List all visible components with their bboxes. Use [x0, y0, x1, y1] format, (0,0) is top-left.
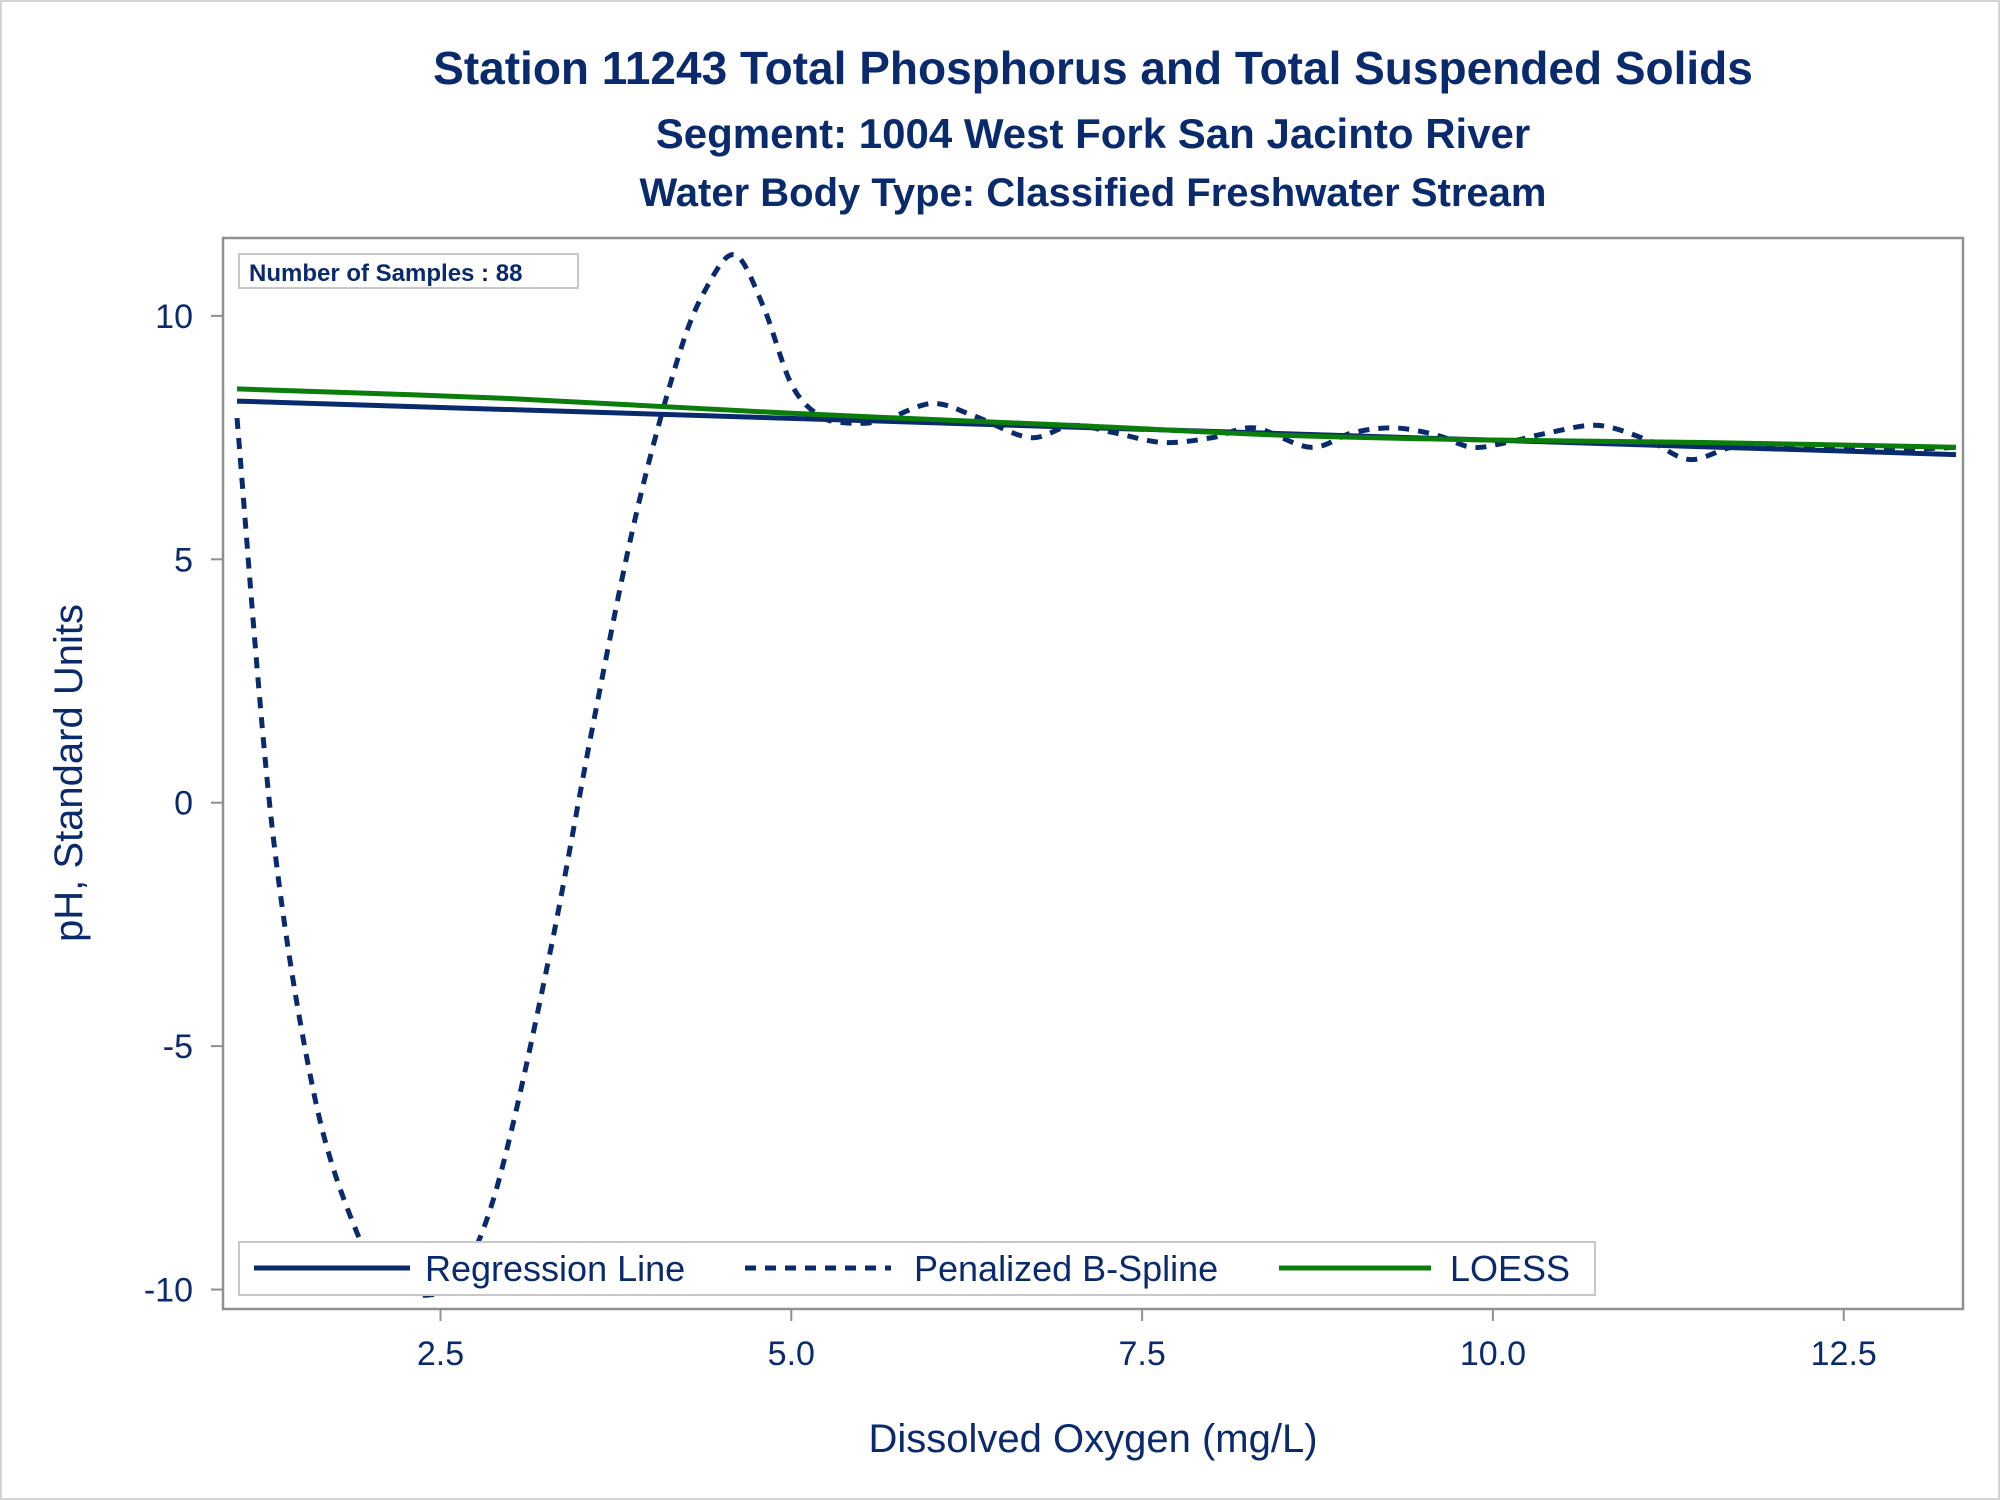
- chart-subtitle: Segment: 1004 West Fork San Jacinto Rive…: [656, 110, 1531, 157]
- y-axis-label: pH, Standard Units: [47, 604, 91, 942]
- y-tick-label: 5: [174, 541, 193, 579]
- y-tick-label: -5: [163, 1028, 193, 1066]
- y-tick-label: 10: [155, 298, 193, 336]
- series-line-loess: [236, 386, 1957, 450]
- x-tick-label: 7.5: [1118, 1335, 1165, 1373]
- x-tick-label: 12.5: [1811, 1335, 1877, 1373]
- legend: Regression Line Penalized B-Spline LOESS: [238, 1241, 1596, 1296]
- chart-title: Station 11243 Total Phosphorus and Total…: [433, 42, 1753, 94]
- x-axis-ticks: 2.5 5.0 7.5 10.0 12.5: [417, 1309, 1877, 1373]
- y-tick-label: -10: [144, 1272, 193, 1310]
- chart-subtitle-2: Water Body Type: Classified Freshwater S…: [640, 171, 1547, 215]
- series-layer: [234, 252, 1957, 1298]
- x-axis-label: Dissolved Oxygen (mg/L): [868, 1417, 1317, 1461]
- y-tick-label: 0: [174, 785, 193, 823]
- plot-area: [221, 236, 1965, 1311]
- legend-label-regression: Regression Line: [425, 1248, 685, 1289]
- y-axis-ticks: -10 -5 0 5 10: [144, 298, 223, 1310]
- x-tick-label: 2.5: [417, 1335, 464, 1373]
- x-tick-label: 5.0: [768, 1335, 815, 1373]
- legend-label-loess: LOESS: [1450, 1248, 1570, 1289]
- legend-label-spline: Penalized B-Spline: [914, 1248, 1218, 1289]
- sample-count-box: [238, 253, 579, 289]
- x-tick-label: 10.0: [1460, 1335, 1526, 1373]
- sample-count-text: Number of Samples : 88: [249, 260, 522, 287]
